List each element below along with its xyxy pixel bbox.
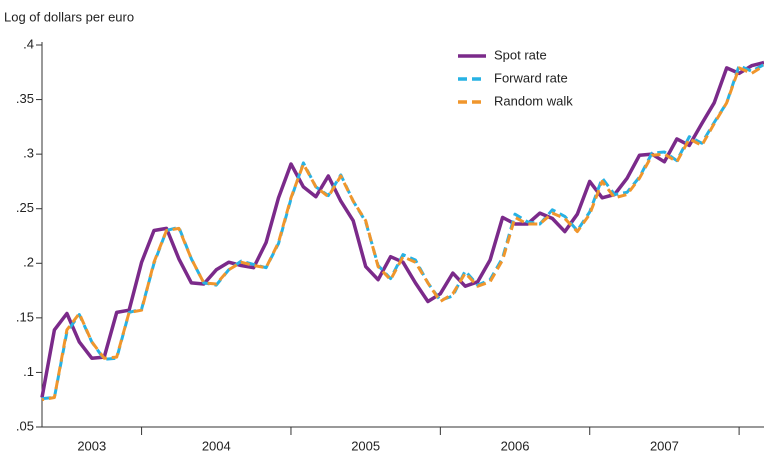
x-tick-label: 2003 [77, 438, 106, 453]
y-tick-label: .05 [16, 418, 34, 433]
x-tick-label: 2006 [501, 438, 530, 453]
y-tick-label: .25 [16, 200, 34, 215]
series-line [41, 64, 764, 402]
y-tick-label: .35 [16, 91, 34, 106]
x-tick-label: 2007 [650, 438, 679, 453]
series-line [40, 60, 764, 398]
y-axis-title: Log of dollars per euro [4, 9, 134, 24]
legend-label: Random walk [494, 93, 573, 108]
y-tick-label: .15 [16, 309, 34, 324]
y-tick-label: .4 [23, 36, 34, 51]
series-line [41, 63, 764, 401]
legend-label: Forward rate [494, 70, 568, 85]
x-tick-label: 2004 [202, 438, 231, 453]
x-tick-label: 2005 [351, 438, 380, 453]
y-tick-label: .3 [23, 146, 34, 161]
y-tick-label: .2 [23, 255, 34, 270]
legend-label: Spot rate [494, 47, 547, 62]
y-tick-label: .1 [23, 364, 34, 379]
